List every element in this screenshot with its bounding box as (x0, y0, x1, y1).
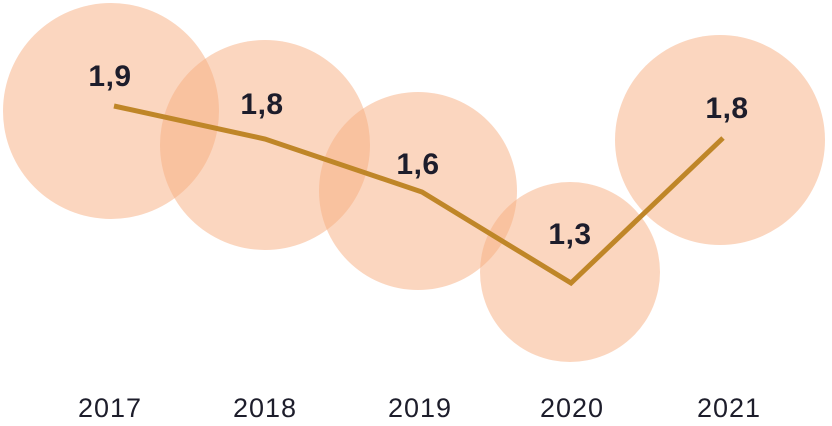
x-tick-2020: 2020 (540, 393, 604, 423)
x-tick-2018: 2018 (233, 393, 297, 423)
x-tick-2017: 2017 (78, 393, 142, 423)
x-tick-2019: 2019 (388, 393, 452, 423)
value-label-2017: 1,9 (88, 60, 131, 93)
value-label-2019: 1,6 (396, 148, 439, 181)
x-tick-2021: 2021 (697, 393, 761, 423)
bubble-2018 (160, 40, 370, 250)
value-label-2020: 1,3 (548, 218, 591, 251)
value-label-2021: 1,8 (705, 92, 748, 125)
trend-line (113, 103, 725, 287)
x-axis-labels: 2017 2018 2019 2020 2021 (78, 393, 761, 423)
bubble-2020 (480, 182, 660, 362)
value-labels: 1,9 1,8 1,6 1,3 1,8 (88, 60, 748, 251)
bubble-group (3, 3, 825, 362)
value-label-2018: 1,8 (240, 88, 283, 121)
